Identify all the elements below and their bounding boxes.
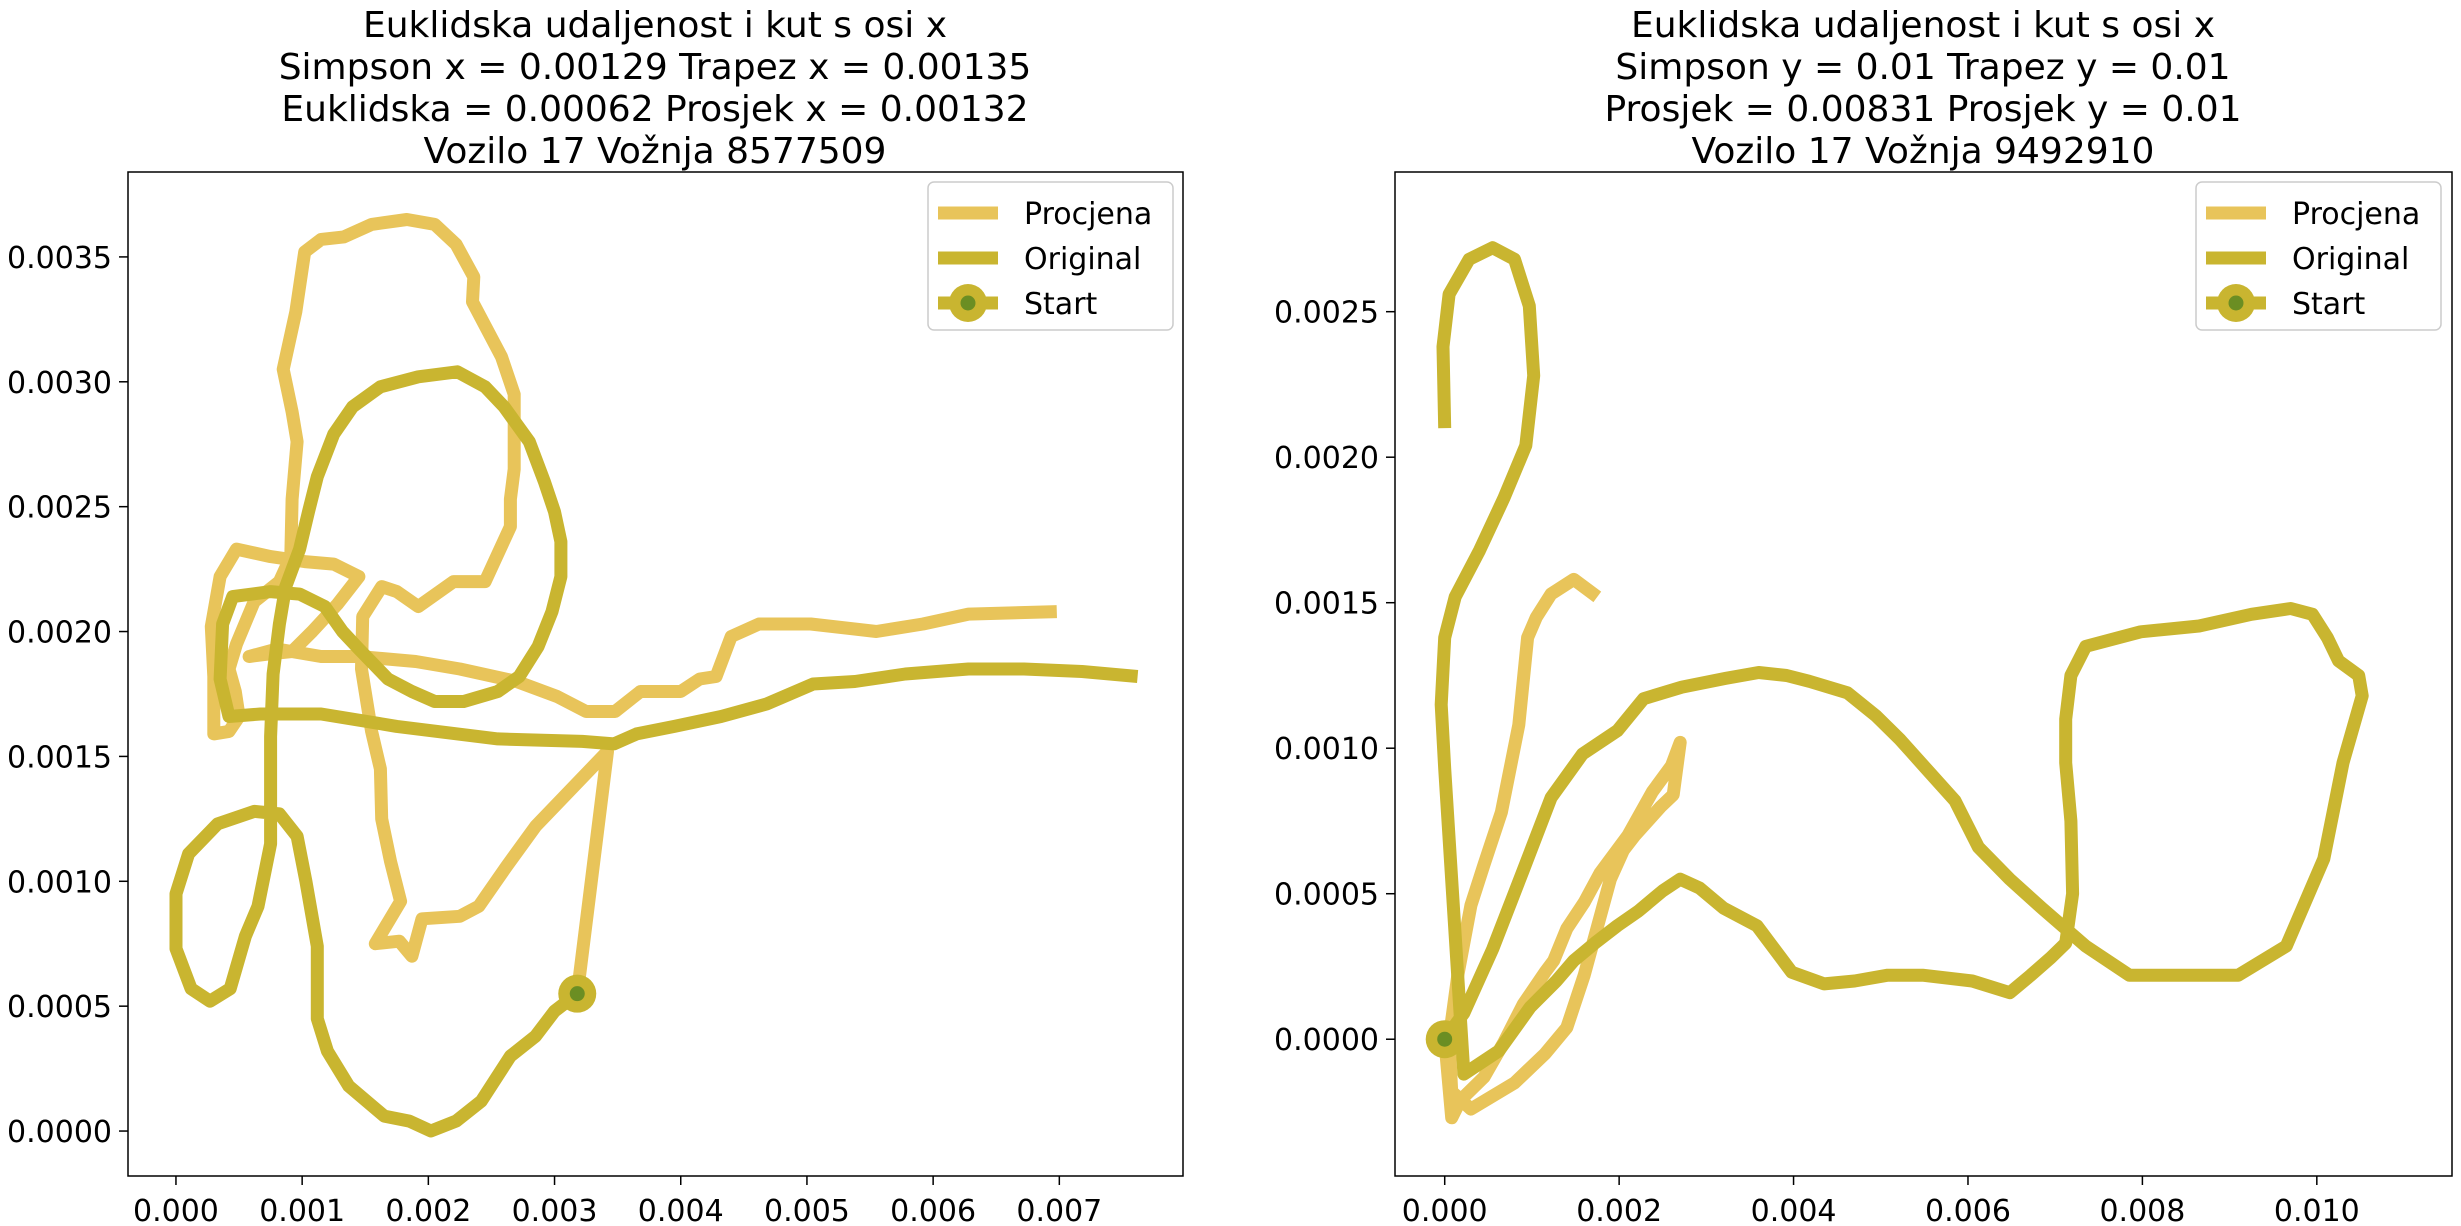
legend-label: Original xyxy=(1024,242,1141,277)
chart-title-line: Simpson x = 0.00129 Trapez x = 0.00135 xyxy=(279,47,1032,88)
y-tick-label: 0.0005 xyxy=(7,990,112,1025)
y-tick-label: 0.0015 xyxy=(7,740,112,775)
legend-start-marker-center xyxy=(2228,295,2244,311)
x-tick-label: 0.002 xyxy=(1576,1194,1662,1226)
chart-title-line: Vozilo 17 Vožnja 9492910 xyxy=(1692,131,2155,172)
plot-frame xyxy=(127,171,1184,1177)
chart-title-line: Euklidska udaljenost i kut s osi x xyxy=(363,5,947,46)
chart-right: Euklidska udaljenost i kut s osi xSimpso… xyxy=(1274,5,2453,1226)
plot-frame xyxy=(1394,171,2453,1177)
x-tick-label: 0.000 xyxy=(133,1194,219,1226)
series-original-line xyxy=(169,365,1139,1138)
y-tick-label: 0.0010 xyxy=(1274,732,1379,767)
chart-title-line: Simpson y = 0.01 Trapez y = 0.01 xyxy=(1615,47,2230,88)
x-tick-label: 0.000 xyxy=(1402,1194,1488,1226)
x-tick-label: 0.006 xyxy=(890,1194,976,1226)
chart-title-line: Prosjek = 0.00831 Prosjek y = 0.01 xyxy=(1604,89,2241,130)
start-marker-center xyxy=(569,986,585,1002)
start-marker-center xyxy=(1437,1031,1453,1047)
y-tick-label: 0.0020 xyxy=(1274,441,1379,476)
x-tick-label: 0.001 xyxy=(259,1194,345,1226)
x-tick-label: 0.002 xyxy=(385,1194,471,1226)
chart-left: Euklidska udaljenost i kut s osi xSimpso… xyxy=(7,5,1184,1226)
x-tick-label: 0.010 xyxy=(2274,1194,2360,1226)
chart-title-line: Euklidska udaljenost i kut s osi x xyxy=(1631,5,2215,46)
y-tick-label: 0.0025 xyxy=(1274,296,1379,331)
y-tick-label: 0.0025 xyxy=(7,491,112,526)
y-tick-label: 0.0000 xyxy=(1274,1023,1379,1058)
x-tick-label: 0.007 xyxy=(1016,1194,1102,1226)
y-tick-label: 0.0000 xyxy=(7,1115,112,1150)
x-tick-label: 0.003 xyxy=(512,1194,598,1226)
chart-title-line: Vozilo 17 Vožnja 8577509 xyxy=(424,131,887,172)
series-original-line xyxy=(1434,241,2369,1081)
y-tick-label: 0.0015 xyxy=(1274,587,1379,622)
x-tick-label: 0.006 xyxy=(1925,1194,2011,1226)
legend-label: Start xyxy=(2292,287,2366,322)
y-tick-label: 0.0005 xyxy=(1274,878,1379,913)
legend-label: Start xyxy=(1024,287,1098,322)
legend-label: Original xyxy=(2292,242,2409,277)
y-tick-label: 0.0035 xyxy=(7,241,112,276)
series-procjena-line xyxy=(1438,572,1687,1125)
y-tick-label: 0.0030 xyxy=(7,366,112,401)
legend-start-marker-center xyxy=(960,295,976,311)
chart-title-line: Euklidska = 0.00062 Prosjek x = 0.00132 xyxy=(281,89,1028,130)
y-tick-label: 0.0020 xyxy=(7,616,112,651)
y-tick-label: 0.0010 xyxy=(7,865,112,900)
legend-label: Procjena xyxy=(1024,197,1152,232)
x-tick-label: 0.004 xyxy=(638,1194,724,1226)
series-procjena-line xyxy=(204,213,1057,995)
legend-label: Procjena xyxy=(2292,197,2420,232)
x-tick-label: 0.005 xyxy=(764,1194,850,1226)
x-tick-label: 0.008 xyxy=(2099,1194,2185,1226)
x-tick-label: 0.004 xyxy=(1751,1194,1837,1226)
